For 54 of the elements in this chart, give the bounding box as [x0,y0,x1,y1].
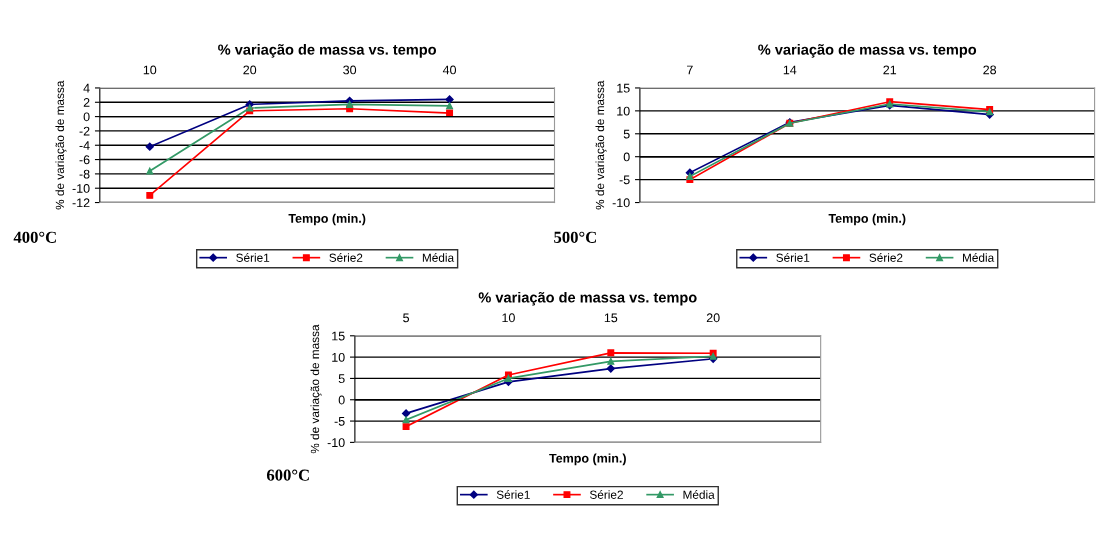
y-tick-label: -6 [79,155,90,165]
x-tick-label: 15 [604,313,618,323]
chart-title: % variação de massa vs. tempo [218,44,437,58]
legend-label: Média [962,253,995,262]
x-tick-label: 5 [403,313,410,323]
text: 600°C [266,469,309,481]
y-tick-label: 5 [338,374,345,384]
y-axis-title: % de variação de massa [595,80,607,210]
text: 500°C [554,231,596,243]
y-tick-label: 0 [338,395,345,405]
x-tick-label: 10 [143,65,157,75]
y-tick-label: -2 [79,126,90,136]
chart-title: % variação de massa vs. tempo [758,44,977,58]
y-tick-label: 10 [617,106,630,116]
y-tick-label: -4 [79,141,90,150]
legend-label: Série1 [236,253,270,262]
y-axis-title: % de variação de massa [55,80,67,210]
text: 400°C [13,231,56,243]
x-tick-label: 21 [883,65,897,75]
legend-label: Média [683,490,715,499]
y-tick-label: -10 [72,184,90,193]
legend-label: Série2 [589,490,623,499]
y-tick-label: 10 [332,352,345,362]
y-tick-label: 0 [83,112,90,122]
y-tick-label: 15 [332,331,345,341]
y-tick-label: -5 [334,417,345,426]
y-tick-label: 2 [83,98,90,107]
y-tick-label: 4 [83,83,90,93]
x-tick-label: 20 [706,313,720,323]
y-tick-label: -12 [72,198,90,208]
x-axis-title: Tempo (min.) [549,453,626,466]
x-axis-title: Tempo (min.) [828,213,906,226]
y-tick-label: -5 [619,175,630,185]
y-tick-label: 0 [623,152,630,162]
legend-label: Série1 [776,253,810,262]
x-axis-title: Tempo (min.) [288,213,366,226]
legend-label: Série2 [869,253,903,262]
x-tick-label: 40 [442,65,457,75]
chart-title: % variação de massa vs. tempo [478,291,697,306]
x-tick-label: 14 [783,65,797,75]
y-tick-label: -10 [327,438,345,448]
y-tick-label: 15 [617,83,630,93]
y-tick-label: -8 [79,169,90,179]
x-tick-label: 7 [687,65,693,75]
x-tick-label: 30 [343,65,357,75]
legend-label: Série2 [329,253,363,262]
legend-label: Série1 [496,490,530,499]
y-axis-title: % de variação de massa [310,324,322,454]
x-tick-label: 10 [502,313,515,323]
y-tick-label: -10 [612,198,630,208]
x-tick-label: 28 [983,65,997,75]
legend-label: Média [422,253,455,262]
y-tick-label: 5 [623,129,630,139]
x-tick-label: 20 [243,65,257,75]
